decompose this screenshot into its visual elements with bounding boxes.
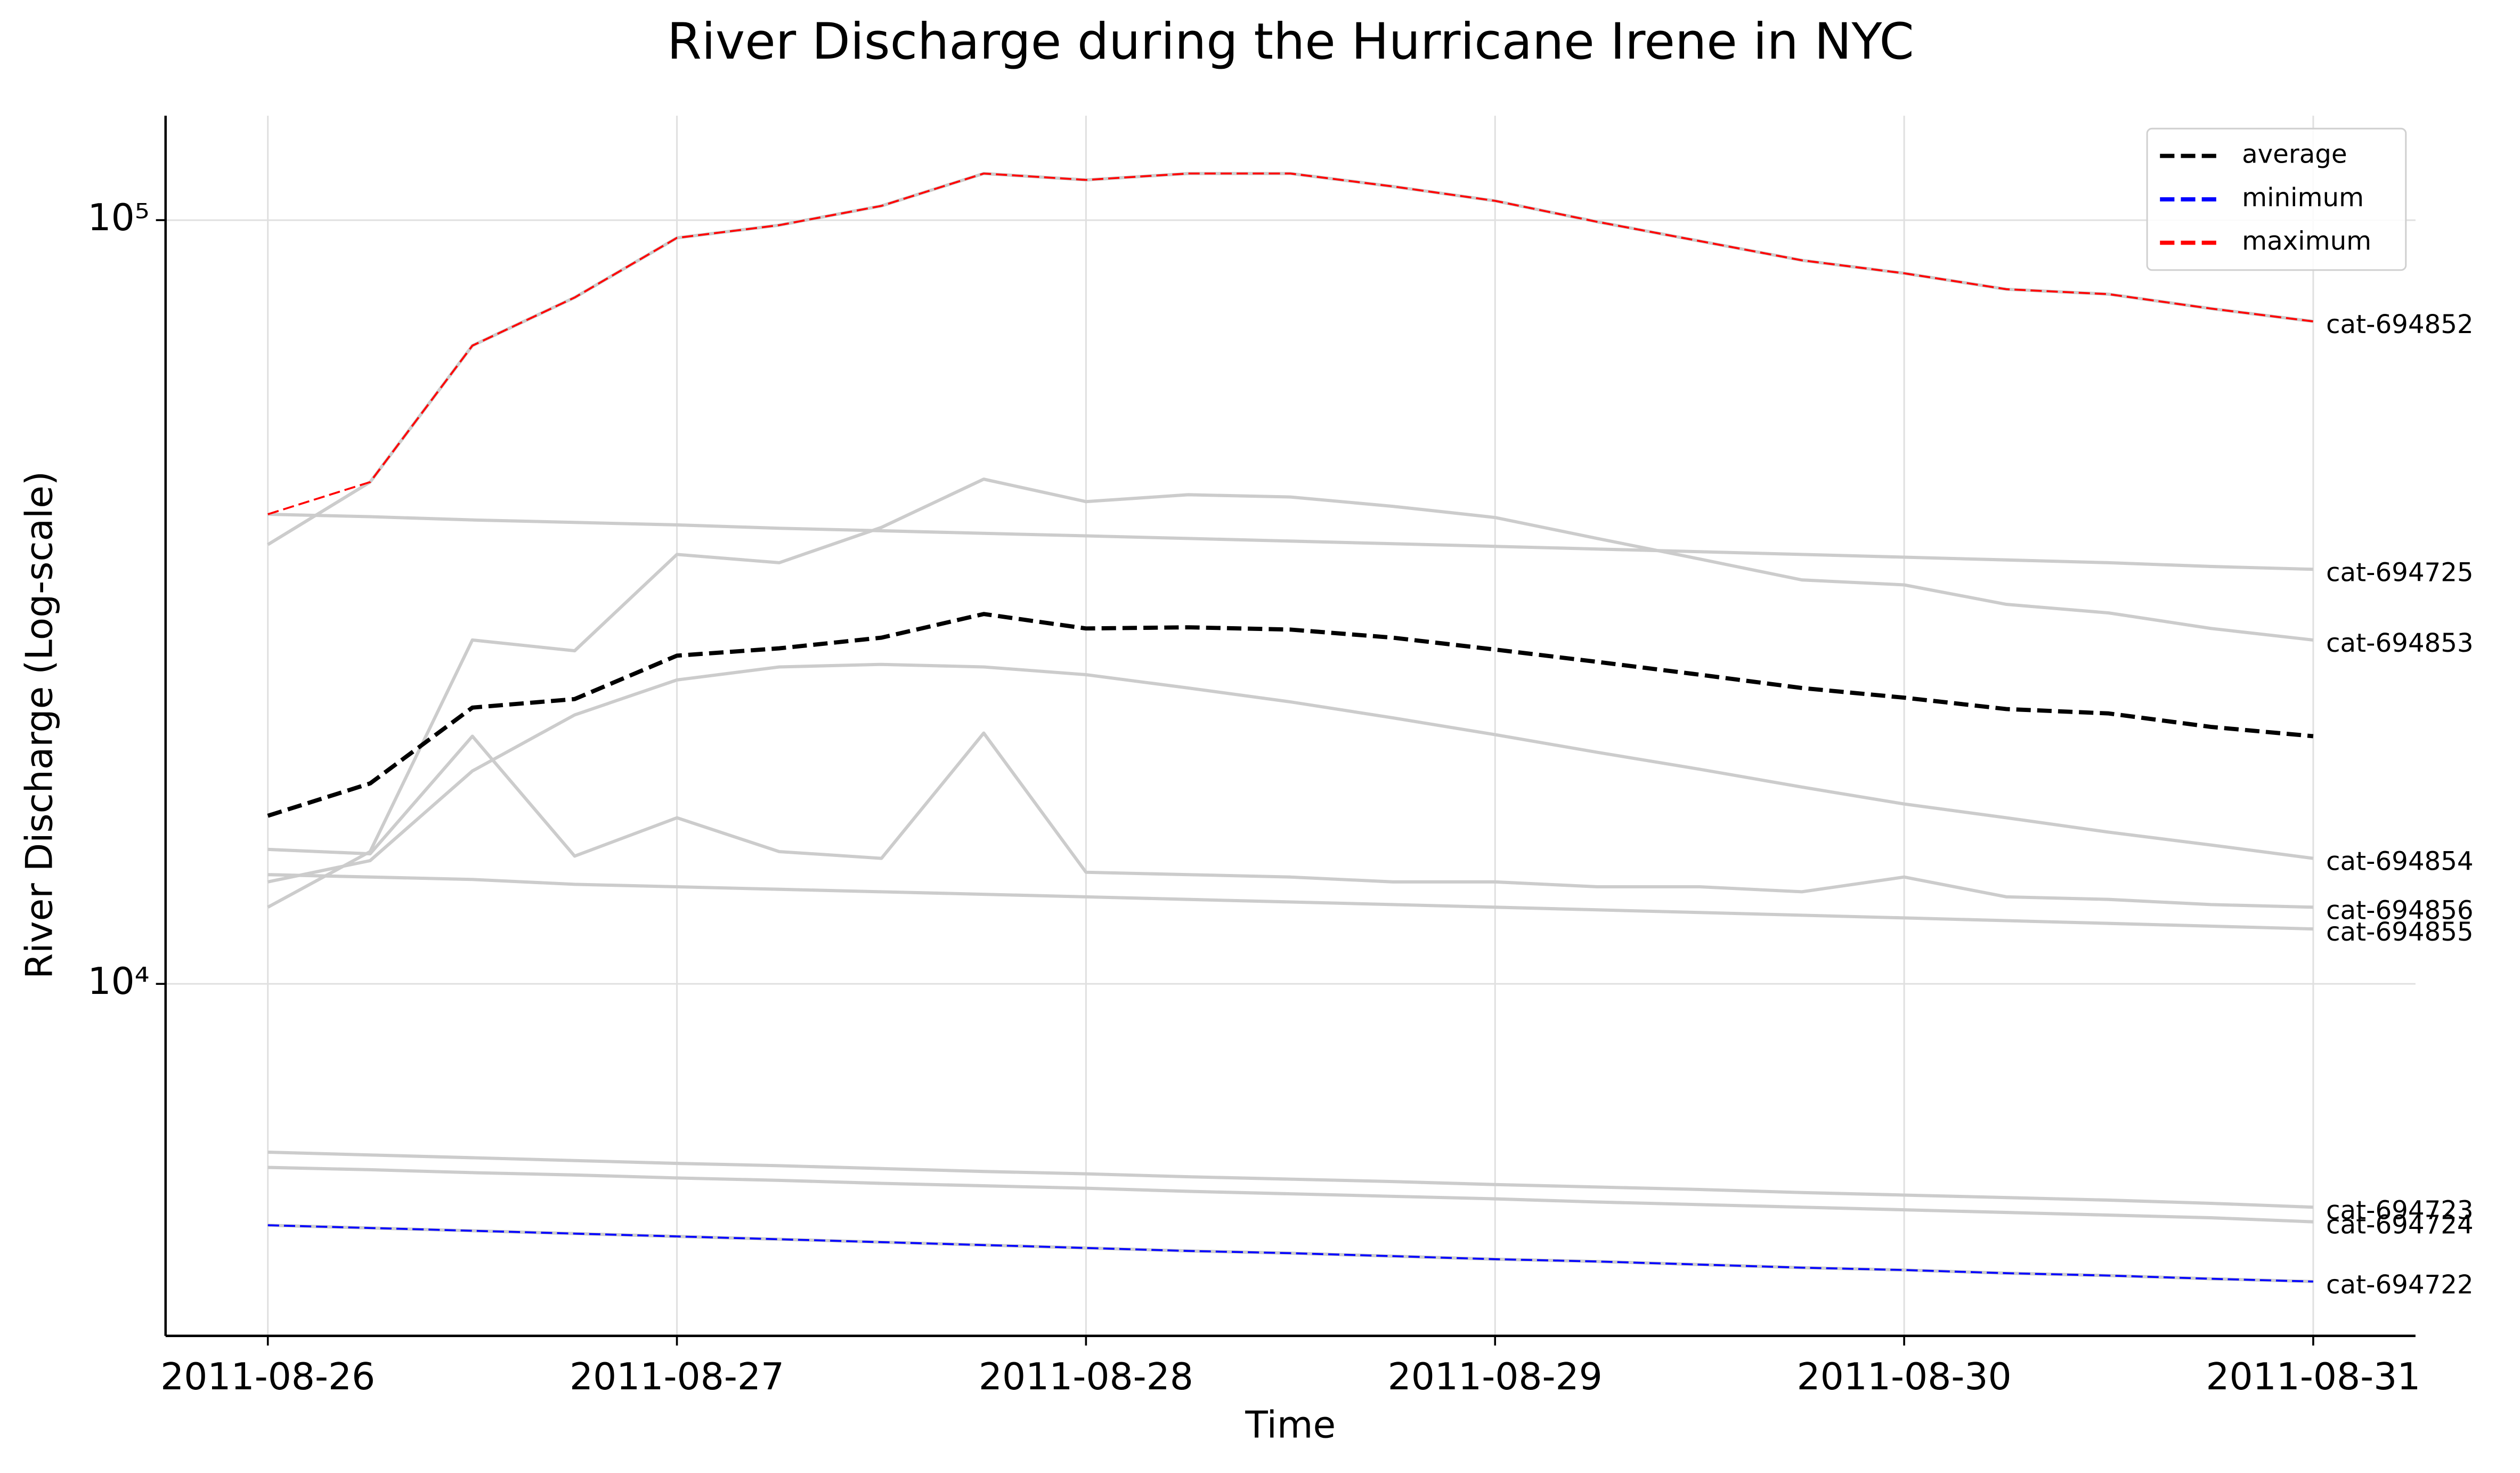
y-tick-label: 10⁵ [88, 197, 150, 239]
series-line [267, 1224, 2313, 1283]
end-label: cat-694855 [2326, 917, 2474, 947]
series-line [267, 731, 2313, 909]
end-label: cat-694722 [2326, 1270, 2474, 1300]
x-axis-label: Time [1245, 1404, 1336, 1447]
end-label: cat-694853 [2326, 628, 2474, 658]
x-tick-label: 2011-08-26 [160, 1356, 375, 1398]
x-tick-label: 2011-08-27 [570, 1356, 784, 1398]
legend-label: minimum [2242, 183, 2364, 213]
end-label: cat-694852 [2326, 310, 2474, 339]
legend-label: average [2242, 140, 2347, 169]
end-label: cat-694856 [2326, 895, 2474, 925]
x-tick-label: 2011-08-28 [979, 1356, 1193, 1398]
series-line [267, 1166, 2313, 1224]
series-line [267, 1150, 2313, 1209]
y-tick-label: 10⁴ [88, 960, 150, 1003]
end-label: cat-694854 [2326, 847, 2474, 877]
x-tick-label: 2011-08-31 [2206, 1356, 2420, 1398]
end-label: cat-694723 [2326, 1195, 2474, 1225]
x-tick-label: 2011-08-29 [1388, 1356, 1603, 1398]
end-label: cat-694725 [2326, 557, 2474, 587]
series-line [267, 612, 2314, 818]
series-line [267, 662, 2314, 884]
chart-title: River Discharge during the Hurricane Ire… [667, 13, 1914, 71]
end-label: cat-694724 [2326, 1210, 2474, 1240]
series-line [267, 477, 2314, 909]
series-line [267, 512, 2313, 571]
series-line [267, 172, 2314, 546]
series-line [267, 172, 2314, 515]
y-axis-label: River Discharge (Log-scale) [19, 471, 61, 979]
legend-box [2146, 127, 2407, 271]
x-tick-label: 2011-08-30 [1797, 1356, 2012, 1398]
legend-label: maximum [2242, 226, 2371, 256]
series-line [267, 873, 2313, 931]
